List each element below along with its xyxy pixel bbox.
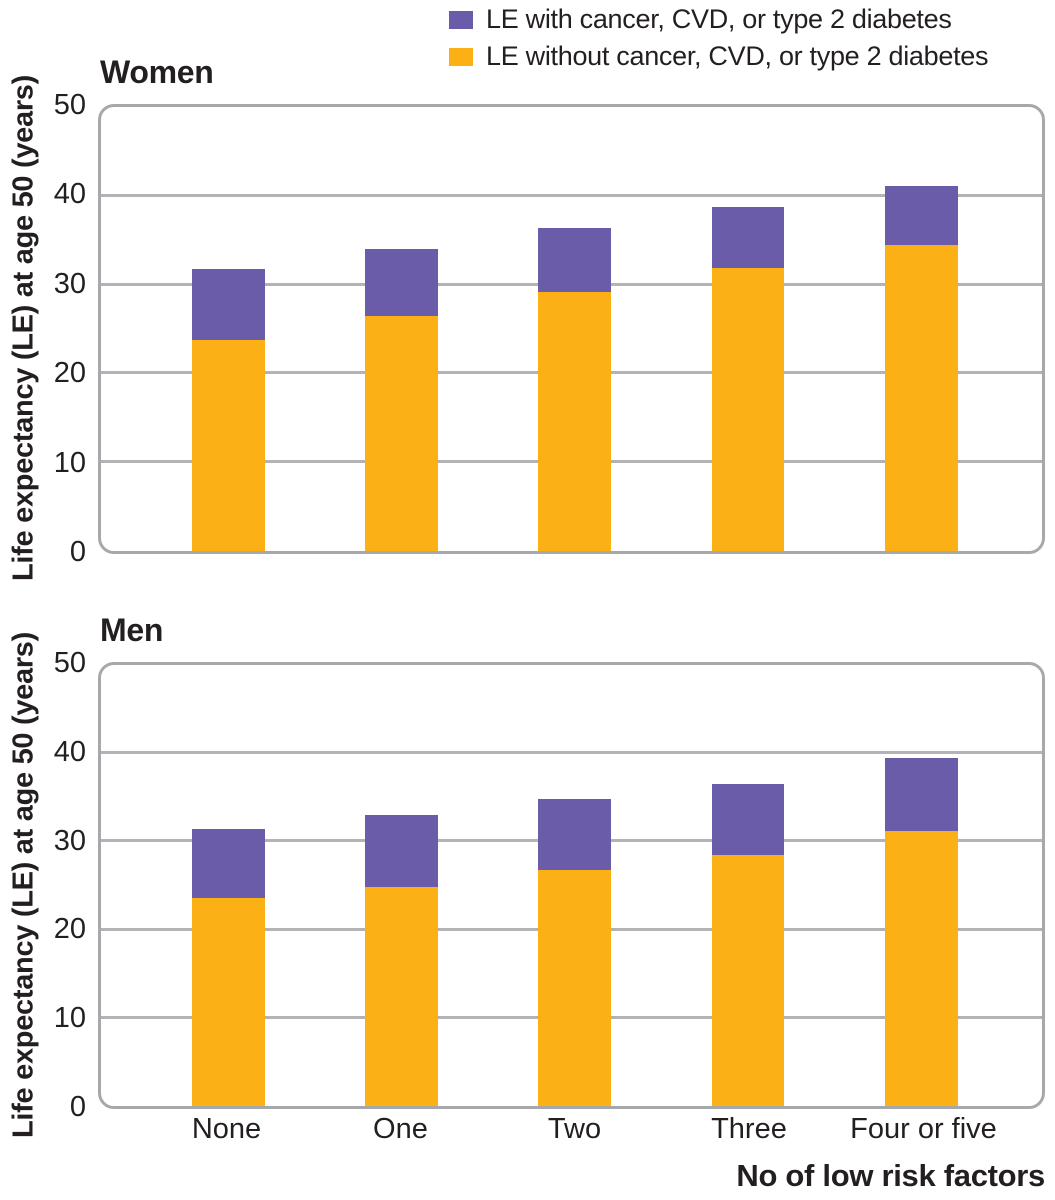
bar-segment-without-disease <box>365 886 438 1106</box>
bar-segment-with-disease <box>538 798 611 871</box>
panel-title-women: Women <box>100 54 214 90</box>
bar-segment-without-disease <box>538 870 611 1106</box>
bar-segment-without-disease <box>884 831 958 1106</box>
x-tick-labels: None One Two Three Four or five <box>98 1113 1045 1155</box>
bar-segment-without-disease <box>538 292 611 551</box>
bar-segment-with-disease <box>711 783 785 856</box>
y-tick-label: 40 <box>53 178 86 211</box>
x-tick-label: Four or five <box>850 1113 997 1145</box>
y-tick-label: 20 <box>53 357 86 390</box>
bar-segment-without-disease <box>192 898 265 1106</box>
y-tick-label: 0 <box>69 1091 86 1123</box>
bars <box>101 665 1042 1106</box>
legend-item-with-disease: LE with cancer, CVD, or type 2 diabetes <box>449 1 988 38</box>
y-tick-label: 30 <box>53 267 86 300</box>
bar-segment-without-disease <box>711 268 785 551</box>
bar-segment-with-disease <box>538 228 611 293</box>
legend-with-disease-swatch-icon <box>449 10 473 29</box>
x-tick-label: None <box>191 1113 262 1145</box>
y-tick-label: 10 <box>53 1002 86 1035</box>
y-tick-label: 10 <box>53 446 86 479</box>
y-tick-label: 50 <box>53 89 86 121</box>
bar-segment-with-disease <box>884 758 958 832</box>
legend: LE with cancer, CVD, or type 2 diabetes … <box>449 1 988 75</box>
y-axis-title-women: Life expectancy (LE) at age 50 (years) <box>7 75 40 581</box>
x-axis-title: No of low risk factors <box>736 1158 1045 1193</box>
x-tick-label: One <box>373 1113 428 1145</box>
y-tick-label: 0 <box>69 536 86 568</box>
y-tick-label: 40 <box>53 735 86 768</box>
bar-segment-with-disease <box>192 829 265 899</box>
gridline <box>101 751 1042 755</box>
y-tick-label: 50 <box>53 647 86 679</box>
bars <box>101 107 1042 551</box>
legend-item-without-disease: LE without cancer, CVD, or type 2 diabet… <box>449 38 988 75</box>
legend-without-disease-label: LE without cancer, CVD, or type 2 diabet… <box>486 41 989 71</box>
y-tick-label: 20 <box>53 913 86 946</box>
y-axis-title-men: Life expectancy (LE) at age 50 (years) <box>7 632 40 1138</box>
gridline <box>101 193 1042 197</box>
legend-without-disease-swatch-icon <box>449 47 473 66</box>
x-tick-label: Two <box>547 1113 602 1145</box>
bar-segment-with-disease <box>365 815 438 887</box>
bar-segment-with-disease <box>192 269 265 341</box>
plot-area-women <box>98 103 1045 554</box>
plot-area-men <box>98 661 1045 1109</box>
bar-segment-without-disease <box>192 340 265 551</box>
bar-segment-with-disease <box>711 206 785 269</box>
bar-segment-without-disease <box>884 245 958 551</box>
bar-segment-without-disease <box>365 316 438 551</box>
bar-segment-without-disease <box>711 855 785 1106</box>
panel-title-men: Men <box>100 612 164 648</box>
bar-segment-with-disease <box>365 249 438 317</box>
y-tick-label: 30 <box>53 824 86 857</box>
bar-segment-with-disease <box>884 185 958 246</box>
x-tick-label: Three <box>711 1113 787 1145</box>
legend-with-disease-label: LE with cancer, CVD, or type 2 diabetes <box>486 4 952 34</box>
